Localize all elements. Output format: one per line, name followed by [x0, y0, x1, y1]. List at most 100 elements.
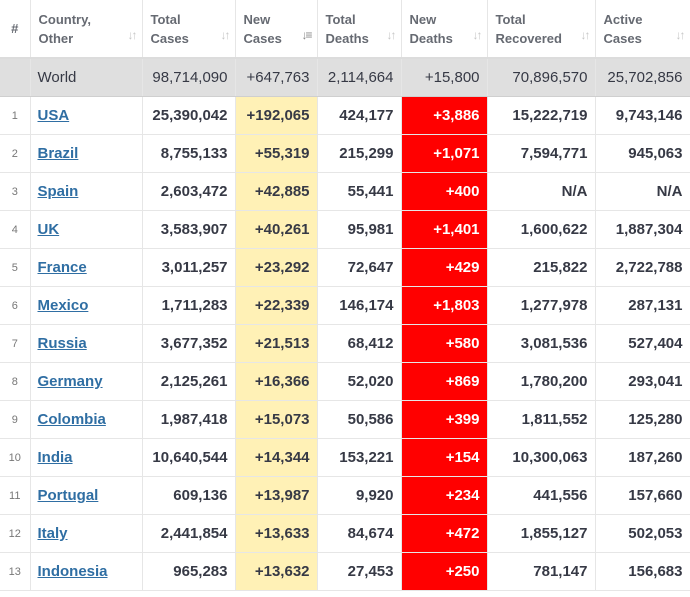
header-new-deaths[interactable]: New Deaths ↓↑: [401, 0, 488, 59]
country-link[interactable]: Indonesia: [37, 563, 108, 580]
country-link[interactable]: Italy: [37, 525, 68, 542]
total-recovered-cell: 1,780,200: [487, 362, 596, 401]
header-new-deaths-line2: Deaths: [409, 30, 453, 46]
country-link[interactable]: Colombia: [37, 411, 106, 428]
active-cases-cell: 187,260: [595, 438, 690, 477]
header-country-line2: Other: [38, 30, 74, 46]
header-active-cases-line1: Active: [603, 11, 643, 27]
country-cell: UK: [30, 210, 143, 249]
new-cases-cell: +14,344: [235, 438, 318, 477]
sort-arrows-icon[interactable]: ↓↑: [675, 28, 686, 42]
country-link[interactable]: Portugal: [37, 487, 99, 504]
country-cell: Indonesia: [30, 552, 143, 591]
new-deaths-cell: +1,803: [401, 286, 488, 325]
new-cases-cell: +55,319: [235, 134, 318, 173]
active-cases-cell: 293,041: [595, 362, 690, 401]
total-cases-cell: 25,390,042: [142, 96, 236, 135]
world-index: [0, 58, 31, 97]
total-cases-cell: 3,677,352: [142, 324, 236, 363]
new-deaths-cell: +234: [401, 476, 488, 515]
sort-arrows-icon[interactable]: ↓↑: [386, 28, 397, 42]
sort-arrows-icon[interactable]: ↓↑: [472, 28, 483, 42]
sort-arrows-icon[interactable]: ↓↑: [127, 28, 138, 42]
active-cases-cell: 125,280: [595, 400, 690, 439]
new-deaths-cell: +869: [401, 362, 488, 401]
new-cases-cell: +13,633: [235, 514, 318, 553]
total-cases-cell: 2,441,854: [142, 514, 236, 553]
row-index: 2: [0, 134, 31, 173]
header-total-deaths-line1: Total: [325, 11, 356, 27]
new-deaths-cell: +3,886: [401, 96, 488, 135]
table-row: 7 Russia 3,677,352 +21,513 68,412 +580 3,081,5…: [0, 324, 690, 363]
total-cases-cell: 3,011,257: [142, 248, 236, 287]
new-deaths-cell: +250: [401, 552, 488, 591]
new-cases-cell: +22,339: [235, 286, 318, 325]
total-deaths-cell: 72,647: [317, 248, 402, 287]
header-total-recovered-line1: Total: [495, 11, 526, 27]
header-total-deaths[interactable]: Total Deaths ↓↑: [317, 0, 402, 59]
header-total-cases-line1: Total: [150, 11, 181, 27]
header-total-cases[interactable]: Total Cases ↓↑: [142, 0, 236, 59]
total-recovered-cell: 10,300,063: [487, 438, 596, 477]
new-cases-cell: +21,513: [235, 324, 318, 363]
country-link[interactable]: India: [37, 449, 73, 466]
sort-arrows-icon[interactable]: ↓↑: [580, 28, 591, 42]
header-new-cases[interactable]: New Cases ↓≡: [235, 0, 318, 59]
sort-desc-icon[interactable]: ↓≡: [301, 28, 312, 42]
total-cases-cell: 2,125,261: [142, 362, 236, 401]
active-cases-cell: 157,660: [595, 476, 690, 515]
country-link[interactable]: USA: [37, 107, 70, 124]
total-cases-cell: 1,711,283: [142, 286, 236, 325]
total-recovered-cell: 1,811,552: [487, 400, 596, 439]
country-link[interactable]: UK: [37, 221, 60, 238]
new-deaths-cell: +400: [401, 172, 488, 211]
row-index: 12: [0, 514, 31, 553]
new-cases-cell: +192,065: [235, 96, 318, 135]
country-cell: Portugal: [30, 476, 143, 515]
total-cases-cell: 10,640,544: [142, 438, 236, 477]
new-cases-cell: +15,073: [235, 400, 318, 439]
header-country[interactable]: Country, Other ↓↑: [30, 0, 143, 59]
header-new-cases-line2: Cases: [243, 30, 282, 46]
total-deaths-cell: 146,174: [317, 286, 402, 325]
table-row: 8 Germany 2,125,261 +16,366 52,020 +869 1,780,…: [0, 362, 690, 401]
total-cases-cell: 965,283: [142, 552, 236, 591]
country-link[interactable]: Spain: [37, 183, 79, 200]
world-country: World: [30, 58, 143, 97]
row-index: 7: [0, 324, 31, 363]
row-index: 4: [0, 210, 31, 249]
total-recovered-cell: 441,556: [487, 476, 596, 515]
country-link[interactable]: Germany: [37, 373, 103, 390]
total-cases-cell: 609,136: [142, 476, 236, 515]
active-cases-cell: 502,053: [595, 514, 690, 553]
header-total-recovered[interactable]: Total Recovered ↓↑: [487, 0, 596, 59]
active-cases-cell: 527,404: [595, 324, 690, 363]
table-row: 1 USA 25,390,042 +192,065 424,177 +3,886 15,22…: [0, 96, 690, 135]
row-index: 6: [0, 286, 31, 325]
new-deaths-cell: +1,071: [401, 134, 488, 173]
world-row: World 98,714,090 +647,763 2,114,664 +15,…: [0, 58, 690, 97]
country-link[interactable]: Russia: [37, 335, 87, 352]
table-row: 10 India 10,640,544 +14,344 153,221 +154 10,30…: [0, 438, 690, 477]
header-active-cases-line2: Cases: [603, 30, 642, 46]
country-link[interactable]: Mexico: [37, 297, 89, 314]
total-recovered-cell: 781,147: [487, 552, 596, 591]
sort-arrows-icon[interactable]: ↓↑: [220, 28, 231, 42]
country-cell: India: [30, 438, 143, 477]
new-deaths-cell: +580: [401, 324, 488, 363]
header-row: # Country, Other ↓↑ Total Cases ↓↑ New C…: [0, 0, 690, 59]
total-deaths-cell: 52,020: [317, 362, 402, 401]
header-active-cases[interactable]: Active Cases ↓↑: [595, 0, 690, 59]
country-link[interactable]: France: [37, 259, 87, 276]
country-link[interactable]: Brazil: [37, 145, 79, 162]
header-total-deaths-line2: Deaths: [325, 30, 369, 46]
row-index: 1: [0, 96, 31, 135]
new-deaths-cell: +154: [401, 438, 488, 477]
header-total-cases-line2: Cases: [150, 30, 189, 46]
total-deaths-cell: 9,920: [317, 476, 402, 515]
new-deaths-cell: +1,401: [401, 210, 488, 249]
active-cases-cell: 156,683: [595, 552, 690, 591]
world-total-recovered: 70,896,570: [487, 58, 596, 97]
row-index: 10: [0, 438, 31, 477]
active-cases-cell: N/A: [595, 172, 690, 211]
